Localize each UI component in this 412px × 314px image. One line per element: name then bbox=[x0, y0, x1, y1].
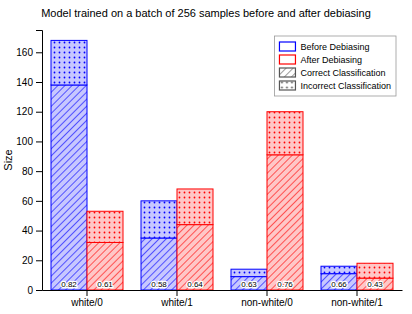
y-tick: 160 bbox=[16, 47, 42, 58]
legend-box bbox=[274, 36, 396, 96]
legend-item: After Debiasing bbox=[279, 55, 362, 65]
y-tick-mark bbox=[36, 82, 42, 83]
y-tick: 120 bbox=[16, 106, 42, 117]
accuracy-label: 0.66 bbox=[331, 280, 347, 289]
y-tick-label: 40 bbox=[22, 225, 34, 236]
accuracy-labels: 0.82 0.58 0.63 0.66 0.61 0.64 0.76 0.43 bbox=[61, 280, 383, 289]
bar-segment bbox=[141, 201, 177, 238]
y-tick-label: 140 bbox=[16, 77, 33, 88]
legend: Before Debiasing After Debiasing Correct C… bbox=[274, 36, 396, 96]
y-tick-mark bbox=[36, 201, 42, 202]
y-tick-label: 100 bbox=[16, 136, 33, 147]
legend-label: After Debiasing bbox=[300, 55, 362, 65]
x-tick-label: non-white/1 bbox=[331, 297, 383, 308]
bar-segment bbox=[177, 189, 213, 225]
x-tick-mark bbox=[177, 290, 178, 296]
y-tick-label: 60 bbox=[22, 196, 34, 207]
plot: 0 20 40 60 80 100 120 140 160 white/0 white/1 non-w… bbox=[16, 31, 402, 309]
legend-label: Correct Classification bbox=[300, 68, 385, 78]
y-tick-mark bbox=[36, 52, 42, 53]
y-tick-label: 20 bbox=[22, 255, 34, 266]
x-tick: non-white/0 bbox=[241, 290, 293, 308]
y-axis-title: Size bbox=[2, 149, 14, 170]
x-axis: white/0 white/1 non-white/0 non-white/1 bbox=[43, 290, 403, 308]
x-tick: white/0 bbox=[70, 290, 103, 308]
y-tick: 0 bbox=[27, 285, 42, 296]
bar-segment bbox=[357, 263, 393, 278]
legend-swatch bbox=[279, 68, 295, 77]
legend-swatch bbox=[279, 55, 295, 64]
accuracy-label: 0.82 bbox=[61, 280, 77, 289]
accuracy-label: 0.43 bbox=[367, 280, 383, 289]
bar-segment bbox=[231, 277, 267, 290]
y-tick-mark bbox=[36, 112, 42, 113]
accuracy-label: 0.64 bbox=[187, 280, 203, 289]
bar-segment bbox=[51, 85, 87, 290]
bar-segment bbox=[321, 274, 357, 290]
y-tick-mark bbox=[36, 231, 42, 232]
y-tick-mark bbox=[36, 141, 42, 142]
bar-segment bbox=[267, 112, 303, 155]
bar-segment bbox=[321, 266, 357, 273]
x-tick-mark bbox=[87, 290, 88, 296]
bar-segment bbox=[51, 40, 87, 85]
x-tick-label: white/0 bbox=[70, 297, 103, 308]
y-tick-mark bbox=[36, 260, 42, 261]
accuracy-label: 0.58 bbox=[151, 280, 167, 289]
y-tick: 40 bbox=[22, 225, 42, 236]
x-tick: non-white/1 bbox=[331, 290, 383, 308]
title: Model trained on a batch of 256 samples … bbox=[41, 7, 371, 19]
legend-swatch bbox=[279, 42, 295, 51]
x-tick: white/1 bbox=[160, 290, 193, 308]
legend-item: Before Debiasing bbox=[279, 42, 369, 52]
legend-label: Incorrect Classification bbox=[300, 81, 391, 91]
bar-segment bbox=[357, 278, 393, 290]
y-tick: 60 bbox=[22, 196, 42, 207]
x-tick-mark bbox=[267, 290, 268, 296]
y-axis: 0 20 40 60 80 100 120 140 160 bbox=[16, 31, 42, 296]
bar-segment bbox=[177, 225, 213, 290]
y-tick: 20 bbox=[22, 255, 42, 266]
bar-segment bbox=[87, 211, 123, 242]
x-axis-line bbox=[43, 290, 403, 291]
y-tick-mark bbox=[36, 290, 42, 291]
y-axis-line bbox=[36, 31, 43, 291]
accuracy-label: 0.76 bbox=[277, 280, 293, 289]
legend-swatch bbox=[279, 81, 295, 90]
bar-segment bbox=[87, 242, 123, 290]
legend-item: Correct Classification bbox=[279, 68, 385, 78]
legend-item: Incorrect Classification bbox=[279, 81, 391, 91]
legend-label: Before Debiasing bbox=[300, 42, 369, 52]
y-tick: 80 bbox=[22, 166, 42, 177]
chart: 0 20 40 60 80 100 120 140 160 white/0 white/1 non-w… bbox=[0, 0, 412, 314]
bar-segment bbox=[141, 238, 177, 290]
x-tick-label: white/1 bbox=[160, 297, 193, 308]
y-tick-label: 120 bbox=[16, 106, 33, 117]
y-tick-label: 80 bbox=[22, 166, 34, 177]
x-tick-label: non-white/0 bbox=[241, 297, 293, 308]
bar-segment bbox=[267, 155, 303, 290]
bars bbox=[51, 40, 393, 290]
accuracy-label: 0.61 bbox=[97, 280, 113, 289]
y-tick-label: 160 bbox=[16, 47, 33, 58]
y-tick: 100 bbox=[16, 136, 42, 147]
y-tick: 140 bbox=[16, 77, 42, 88]
bar-segment bbox=[231, 269, 267, 276]
y-tick-label: 0 bbox=[27, 285, 33, 296]
y-tick-mark bbox=[36, 171, 42, 172]
accuracy-label: 0.63 bbox=[241, 280, 257, 289]
x-tick-mark bbox=[357, 290, 358, 296]
